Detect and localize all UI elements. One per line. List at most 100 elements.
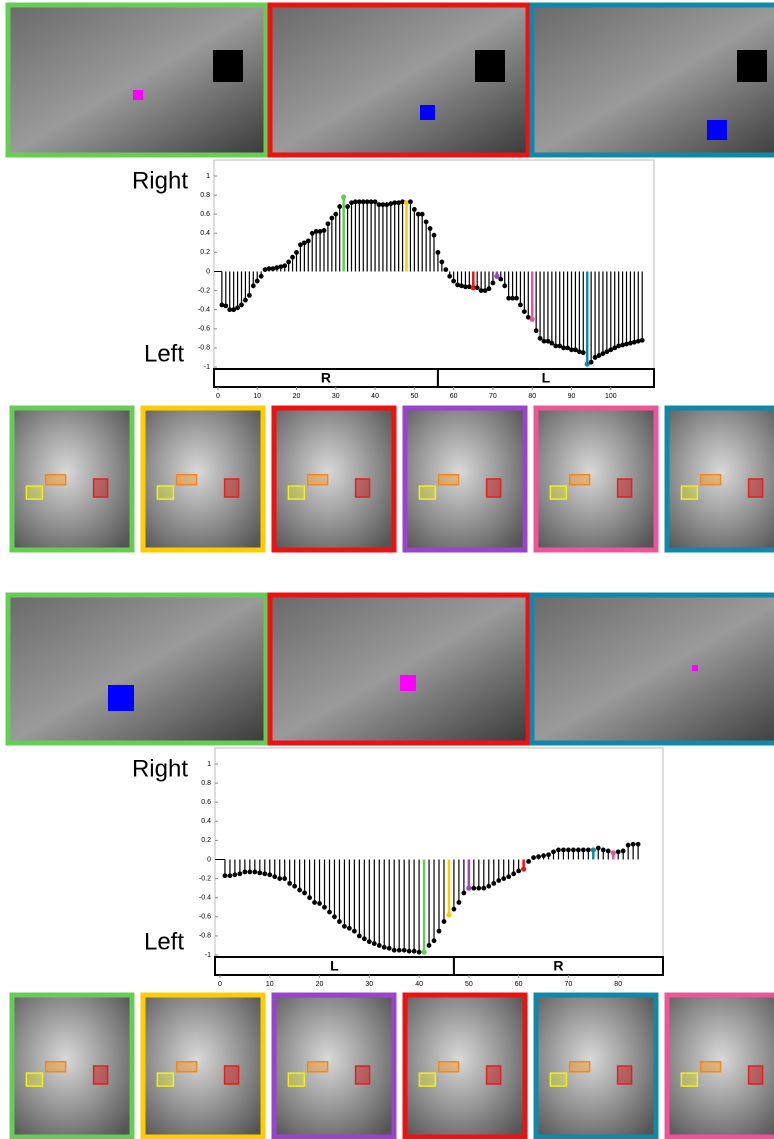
- stem-marker: [424, 219, 429, 224]
- stem-marker: [286, 260, 291, 265]
- stem-marker: [372, 941, 377, 946]
- face-crop: [536, 408, 656, 550]
- stem-marker: [407, 949, 412, 954]
- eye-box: [46, 1062, 66, 1072]
- stem-marker: [621, 849, 626, 854]
- eye-box: [26, 486, 42, 499]
- stem-marker: [498, 277, 503, 282]
- stem-marker: [277, 876, 282, 881]
- eye-box: [26, 1073, 42, 1086]
- stem-marker: [428, 226, 433, 231]
- y-tick-label: -0.2: [199, 875, 211, 882]
- eye-box: [308, 1062, 328, 1072]
- video-frame: [532, 595, 774, 743]
- face-crop: [405, 408, 525, 550]
- eye-box: [439, 1062, 459, 1072]
- page: {"chart_data": [ {"type": "stem", "y_top…: [0, 0, 774, 1139]
- face-crop: [536, 995, 656, 1137]
- stem-marker: [362, 936, 367, 941]
- face-crop: [12, 995, 132, 1137]
- stem-marker: [616, 849, 621, 854]
- stem-marker: [451, 279, 456, 284]
- x-tick-label: 0: [216, 393, 220, 400]
- eye-box: [550, 486, 566, 499]
- object: [133, 90, 143, 100]
- eye-box: [439, 475, 459, 485]
- eye-box: [46, 475, 66, 485]
- highlight-marker: [591, 847, 596, 852]
- x-tick-label: 40: [371, 393, 379, 400]
- stem-marker: [491, 881, 496, 886]
- stem-marker: [392, 948, 397, 953]
- stem-marker: [436, 250, 441, 255]
- eye-box: [177, 1062, 197, 1072]
- y-tick-label: -0.8: [198, 345, 210, 352]
- eye-box: [681, 1073, 697, 1086]
- y-tick-label: 0.4: [200, 230, 210, 237]
- stem-marker: [452, 907, 457, 912]
- stem-marker: [237, 871, 242, 876]
- y-tick-label: -0.2: [198, 287, 210, 294]
- stem-marker: [322, 905, 327, 910]
- stem-marker: [432, 938, 437, 943]
- stem-marker: [581, 848, 586, 853]
- y-tick-label: -0.6: [198, 326, 210, 333]
- face-crop: [143, 408, 263, 550]
- stem-marker: [382, 945, 387, 950]
- stem-marker: [342, 924, 347, 929]
- ear-box: [487, 479, 501, 497]
- x-tick-label: 80: [614, 981, 622, 988]
- stem-marker: [337, 919, 342, 924]
- stem-marker: [601, 848, 606, 853]
- stem-marker: [626, 843, 631, 848]
- stem-marker: [223, 873, 228, 878]
- stem-marker: [476, 886, 481, 891]
- side-label: Left: [144, 340, 184, 367]
- redaction: [213, 50, 243, 82]
- x-tick-label: 10: [266, 981, 274, 988]
- stem-marker: [290, 255, 295, 260]
- stem-marker: [255, 279, 260, 284]
- highlight-marker: [611, 850, 616, 855]
- highlight-marker: [521, 866, 526, 871]
- stem-marker: [437, 929, 442, 934]
- stem-marker: [223, 303, 228, 308]
- stem-marker: [333, 212, 338, 217]
- x-tick-label: 70: [565, 981, 573, 988]
- y-tick-label: -0.4: [198, 307, 210, 314]
- stem-marker: [596, 846, 601, 851]
- stem-marker: [491, 281, 496, 286]
- x-tick-label: 20: [316, 981, 324, 988]
- eye-box: [288, 486, 304, 499]
- stem-marker: [501, 876, 506, 881]
- object: [108, 685, 134, 711]
- eye-box: [157, 486, 173, 499]
- eye-box: [288, 1073, 304, 1086]
- stem-marker: [514, 296, 519, 301]
- stem-marker: [586, 848, 591, 853]
- stem-marker: [581, 350, 586, 355]
- x-tick-label: 30: [365, 981, 373, 988]
- stem-marker: [294, 250, 299, 255]
- stem-marker: [506, 874, 511, 879]
- stem-marker: [272, 874, 277, 879]
- stem-marker: [606, 849, 611, 854]
- lr-label: L: [542, 370, 551, 386]
- stem-marker: [417, 950, 422, 955]
- stem-marker: [352, 929, 357, 934]
- x-tick-label: 70: [489, 393, 497, 400]
- stem-marker: [443, 267, 448, 272]
- stem-marker: [487, 286, 492, 291]
- y-tick-label: 1: [207, 761, 211, 768]
- eye-box: [308, 475, 328, 485]
- ear-box: [618, 479, 632, 497]
- object: [692, 665, 698, 671]
- eye-box: [570, 1062, 590, 1072]
- y-tick-label: -0.8: [199, 933, 211, 940]
- highlight-marker: [421, 950, 426, 955]
- stem-marker: [461, 891, 466, 896]
- object: [420, 105, 435, 120]
- stem-marker: [427, 943, 432, 948]
- stem-marker: [297, 888, 302, 893]
- stem-marker: [307, 895, 312, 900]
